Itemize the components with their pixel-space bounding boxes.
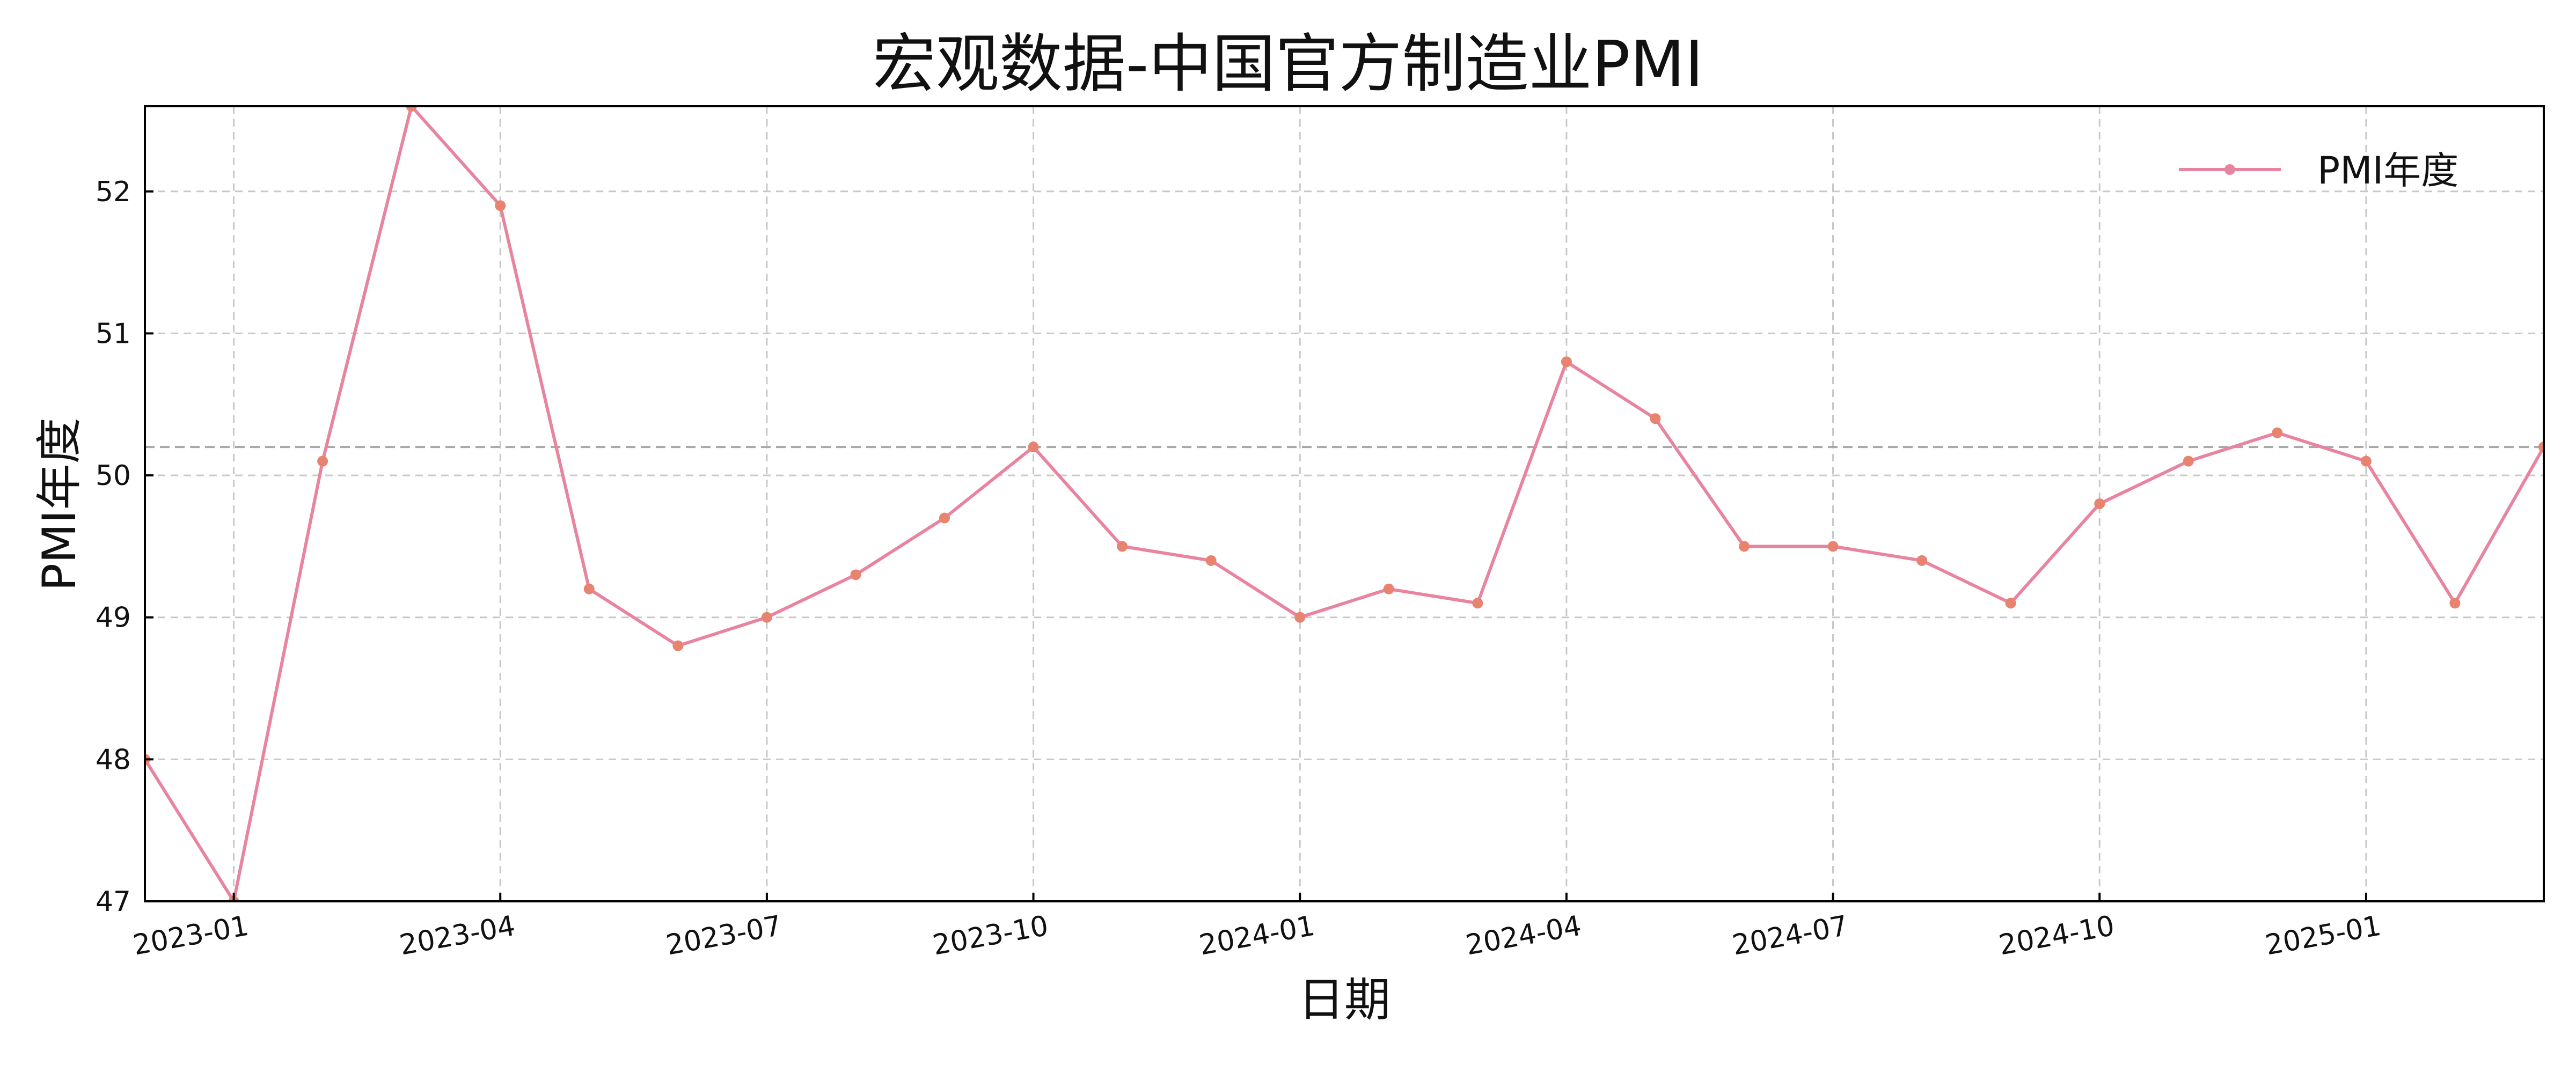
- y-tick-label: 52: [96, 176, 131, 208]
- legend-label: PMI年度: [2317, 149, 2458, 193]
- data-point: [1827, 541, 1839, 552]
- data-point: [317, 455, 328, 467]
- data-point: [1472, 598, 1483, 609]
- series-line: [145, 106, 2544, 901]
- series-layer: [145, 106, 2544, 901]
- data-point: [2449, 598, 2461, 609]
- data-point: [495, 200, 506, 211]
- data-point: [1650, 413, 1661, 424]
- data-point: [672, 640, 684, 651]
- data-point: [2538, 442, 2544, 453]
- x-axis-label: 日期: [1298, 973, 1391, 1027]
- series-group: [145, 106, 2544, 901]
- plot-frame: [144, 105, 2545, 902]
- chart-title: 宏观数据-中国官方制造业PMI: [873, 27, 1703, 101]
- y-axis-label: PMI年度: [33, 417, 86, 591]
- data-point: [2272, 427, 2283, 438]
- data-point: [2094, 498, 2105, 509]
- data-point: [1739, 541, 1750, 552]
- data-point: [1117, 541, 1128, 552]
- data-point: [2005, 598, 2016, 609]
- data-point: [761, 612, 772, 623]
- legend: PMI年度: [2179, 149, 2458, 193]
- data-point: [1561, 356, 1572, 368]
- data-point: [1916, 555, 1928, 566]
- data-point: [939, 512, 950, 524]
- data-point: [1383, 583, 1394, 594]
- legend-marker-sample: [2224, 164, 2235, 175]
- y-tick-label: 51: [96, 318, 131, 350]
- data-point: [850, 569, 861, 580]
- data-point: [1028, 442, 1039, 453]
- y-tick-label: 47: [96, 886, 131, 918]
- data-point: [1205, 555, 1217, 566]
- data-point: [583, 583, 595, 594]
- data-point: [2360, 455, 2372, 467]
- y-tick-label: 50: [96, 460, 131, 492]
- y-tick-label: 48: [96, 744, 131, 776]
- data-point: [406, 106, 417, 112]
- data-point: [2183, 455, 2194, 467]
- data-point: [1294, 612, 1306, 623]
- y-tick-label: 49: [96, 602, 131, 634]
